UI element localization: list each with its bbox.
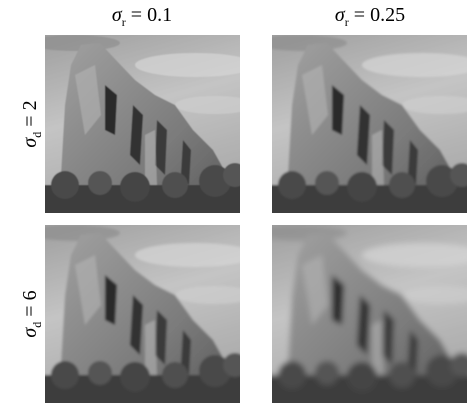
label-part: σ (19, 137, 41, 148)
image (272, 225, 467, 403)
label-part: d (30, 321, 44, 328)
row-label: σd = 6 (19, 290, 45, 337)
row-label: σd = 2 (19, 100, 45, 147)
image (45, 225, 240, 403)
image (45, 35, 240, 213)
label-part: = 2 (19, 100, 41, 127)
label-part: d (30, 131, 44, 138)
label-part: σ (334, 4, 345, 26)
image (272, 35, 467, 213)
label-part: = 0.1 (130, 4, 173, 26)
label-part: = 6 (19, 290, 41, 317)
label-part: r (344, 15, 349, 29)
label-part: σ (111, 4, 122, 26)
column-label: σr = 0.25 (335, 4, 405, 30)
label-part: σ (19, 327, 41, 338)
label-part: r (121, 15, 126, 29)
label-part: = 0.25 (353, 4, 406, 26)
column-label: σr = 0.1 (112, 4, 172, 30)
